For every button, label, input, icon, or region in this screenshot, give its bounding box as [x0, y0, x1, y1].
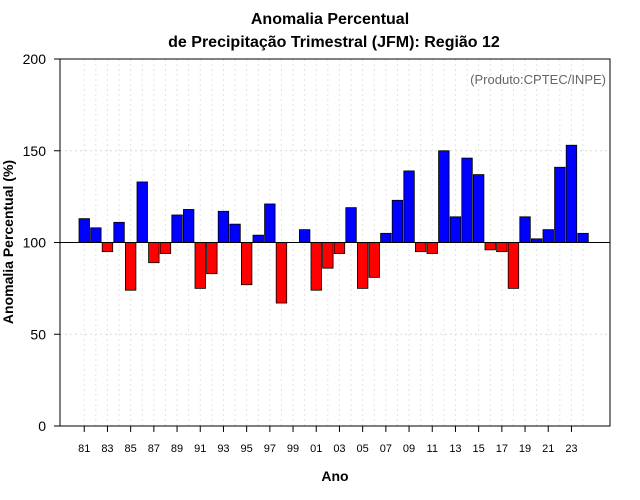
x-tick-label: 05: [357, 443, 369, 455]
x-tick-label: 99: [287, 443, 299, 455]
bar-90: [182, 209, 195, 243]
x-tick-label: 87: [148, 443, 160, 455]
x-tick-label: 97: [264, 443, 276, 455]
bar-85: [125, 242, 137, 291]
x-tick-label: 85: [125, 443, 137, 455]
bar-16: [484, 242, 496, 251]
bar-22: [554, 166, 566, 243]
x-tick-label: 13: [449, 443, 461, 455]
bar-03: [333, 242, 346, 254]
bars: [78, 144, 589, 304]
bar-14: [461, 157, 473, 243]
x-tick-label: 95: [241, 443, 253, 455]
bar-08: [391, 199, 404, 243]
bar-12: [438, 150, 450, 243]
chart-title-line2: de Precipitação Trimestral (JFM): Região…: [168, 34, 500, 51]
x-axis: 81 83 85 87 89 91 93 95 97 99 01 03 05 07 09 11 13 15 17 19…: [78, 426, 578, 455]
x-tick-label: 01: [310, 443, 322, 455]
y-tick-label: 0: [38, 418, 46, 434]
bar-11: [426, 242, 438, 254]
bar-82: [90, 227, 102, 243]
credit-text: (Produto:CPTEC/INPE): [470, 72, 606, 87]
bar-83: [101, 242, 114, 253]
bar-17: [496, 242, 508, 253]
bar-09: [403, 170, 415, 243]
chart-title-line1: Anomalia Percentual: [251, 11, 409, 28]
x-tick-label: 17: [496, 443, 508, 455]
x-tick-label: 09: [403, 443, 415, 455]
bar-04: [345, 207, 357, 243]
bar-02: [322, 242, 334, 269]
bar-98: [275, 242, 288, 304]
y-tick-label: 200: [23, 51, 47, 67]
bar-07: [380, 232, 392, 243]
y-tick-label: 150: [23, 143, 47, 159]
x-tick-label: 91: [194, 443, 206, 455]
bar-10: [414, 242, 427, 253]
x-tick-label: 15: [473, 443, 485, 455]
bar-13: [449, 216, 462, 243]
x-tick-label: 89: [171, 443, 183, 455]
bar-92: [206, 242, 218, 275]
x-tick-label: 07: [380, 443, 392, 455]
x-tick-label: 23: [565, 443, 577, 455]
bar-88: [159, 242, 172, 254]
bar-84: [113, 221, 125, 243]
x-axis-title: Ano: [321, 468, 348, 484]
x-tick-label: 19: [519, 443, 531, 455]
x-tick-label: 21: [542, 443, 554, 455]
bar-93: [217, 210, 230, 243]
bar-21: [542, 229, 554, 243]
x-tick-label: 83: [101, 443, 113, 455]
bar-20: [531, 238, 543, 243]
bar-19: [519, 216, 531, 243]
bar-05: [356, 242, 369, 289]
bar-97: [264, 203, 276, 243]
bar-95: [240, 242, 253, 286]
bar-15: [472, 174, 485, 243]
bar-87: [148, 242, 160, 264]
bar-91: [194, 242, 206, 289]
grid: [60, 58, 610, 427]
bar-24: [577, 232, 589, 243]
x-tick-label: 03: [333, 443, 345, 455]
x-tick-label: 93: [217, 443, 229, 455]
bar-01: [310, 242, 322, 291]
bar-89: [171, 214, 183, 243]
bar-00: [298, 229, 311, 243]
x-tick-label: 81: [78, 443, 90, 455]
bar-86: [136, 181, 148, 243]
bar-06: [368, 242, 380, 278]
y-tick-label: 100: [23, 235, 47, 251]
bar-96: [252, 234, 264, 243]
bar-23: [565, 144, 578, 243]
y-axis: 0 50 100 150 200: [23, 51, 60, 434]
y-tick-label: 50: [30, 326, 46, 342]
bar-81: [78, 218, 90, 243]
y-axis-title: Anomalia Percentual (%): [0, 160, 16, 324]
x-tick-label: 11: [427, 443, 438, 455]
bar-94: [229, 223, 241, 243]
bar-18: [507, 242, 520, 289]
